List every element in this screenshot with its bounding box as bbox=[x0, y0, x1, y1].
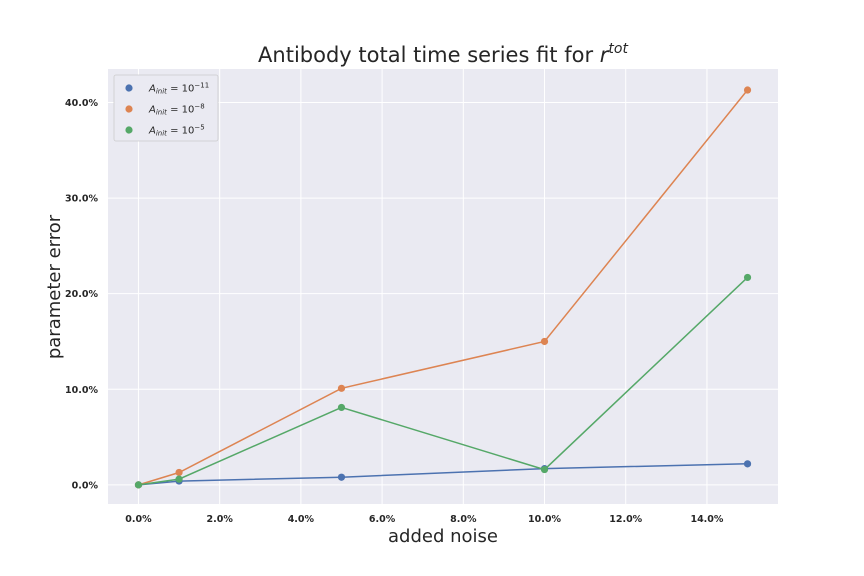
legend-label: Ainit = 10−5 bbox=[148, 124, 205, 138]
x-tick-label: 12.0% bbox=[609, 514, 642, 525]
data-point bbox=[134, 481, 143, 489]
legend-frame bbox=[113, 74, 219, 142]
data-point bbox=[743, 273, 752, 282]
data-point bbox=[540, 337, 549, 346]
series-1 bbox=[134, 86, 752, 489]
legend-marker bbox=[125, 126, 133, 134]
y-tick-label: 10.0% bbox=[65, 385, 98, 396]
legend-label: Ainit = 10−11 bbox=[148, 82, 209, 96]
y-tick-label: 20.0% bbox=[65, 289, 98, 300]
x-tick-label: 14.0% bbox=[690, 514, 723, 525]
x-axis-label: added noise bbox=[388, 526, 498, 547]
x-tick-label: 2.0% bbox=[206, 514, 233, 525]
data-point bbox=[337, 473, 346, 481]
legend: Ainit = 10−11 Ainit = 10−8 Ainit = 10−5 bbox=[113, 74, 219, 142]
data-point bbox=[337, 384, 346, 392]
y-tick-label: 40.0% bbox=[65, 98, 98, 109]
y-tick-label: 30.0% bbox=[65, 194, 98, 205]
y-tick-label: 0.0% bbox=[72, 480, 99, 491]
x-tick-label: 0.0% bbox=[125, 514, 152, 525]
chart-title: Antibody total time series fit for rtot bbox=[258, 41, 628, 67]
grid bbox=[108, 69, 778, 504]
legend-marker bbox=[125, 105, 133, 113]
data-point bbox=[540, 465, 549, 474]
x-tick-label: 10.0% bbox=[528, 514, 561, 525]
series-layer bbox=[134, 86, 752, 489]
y-axis-label: parameter error bbox=[44, 214, 65, 359]
data-point bbox=[743, 86, 752, 94]
data-point bbox=[337, 403, 346, 412]
x-tick-label: 8.0% bbox=[450, 514, 477, 525]
data-point bbox=[175, 475, 183, 483]
x-tick-label: 6.0% bbox=[369, 514, 396, 525]
legend-label: Ainit = 10−8 bbox=[148, 103, 205, 117]
data-point bbox=[175, 468, 183, 477]
tick-labels: 0.0% 2.0% 4.0% 6.0% 8.0% 10.0% 12.0% 14.0% 0.0% 1… bbox=[65, 98, 724, 525]
legend-marker bbox=[125, 84, 133, 92]
series-2 bbox=[134, 273, 752, 489]
data-point bbox=[743, 460, 752, 468]
x-tick-label: 4.0% bbox=[288, 514, 315, 525]
